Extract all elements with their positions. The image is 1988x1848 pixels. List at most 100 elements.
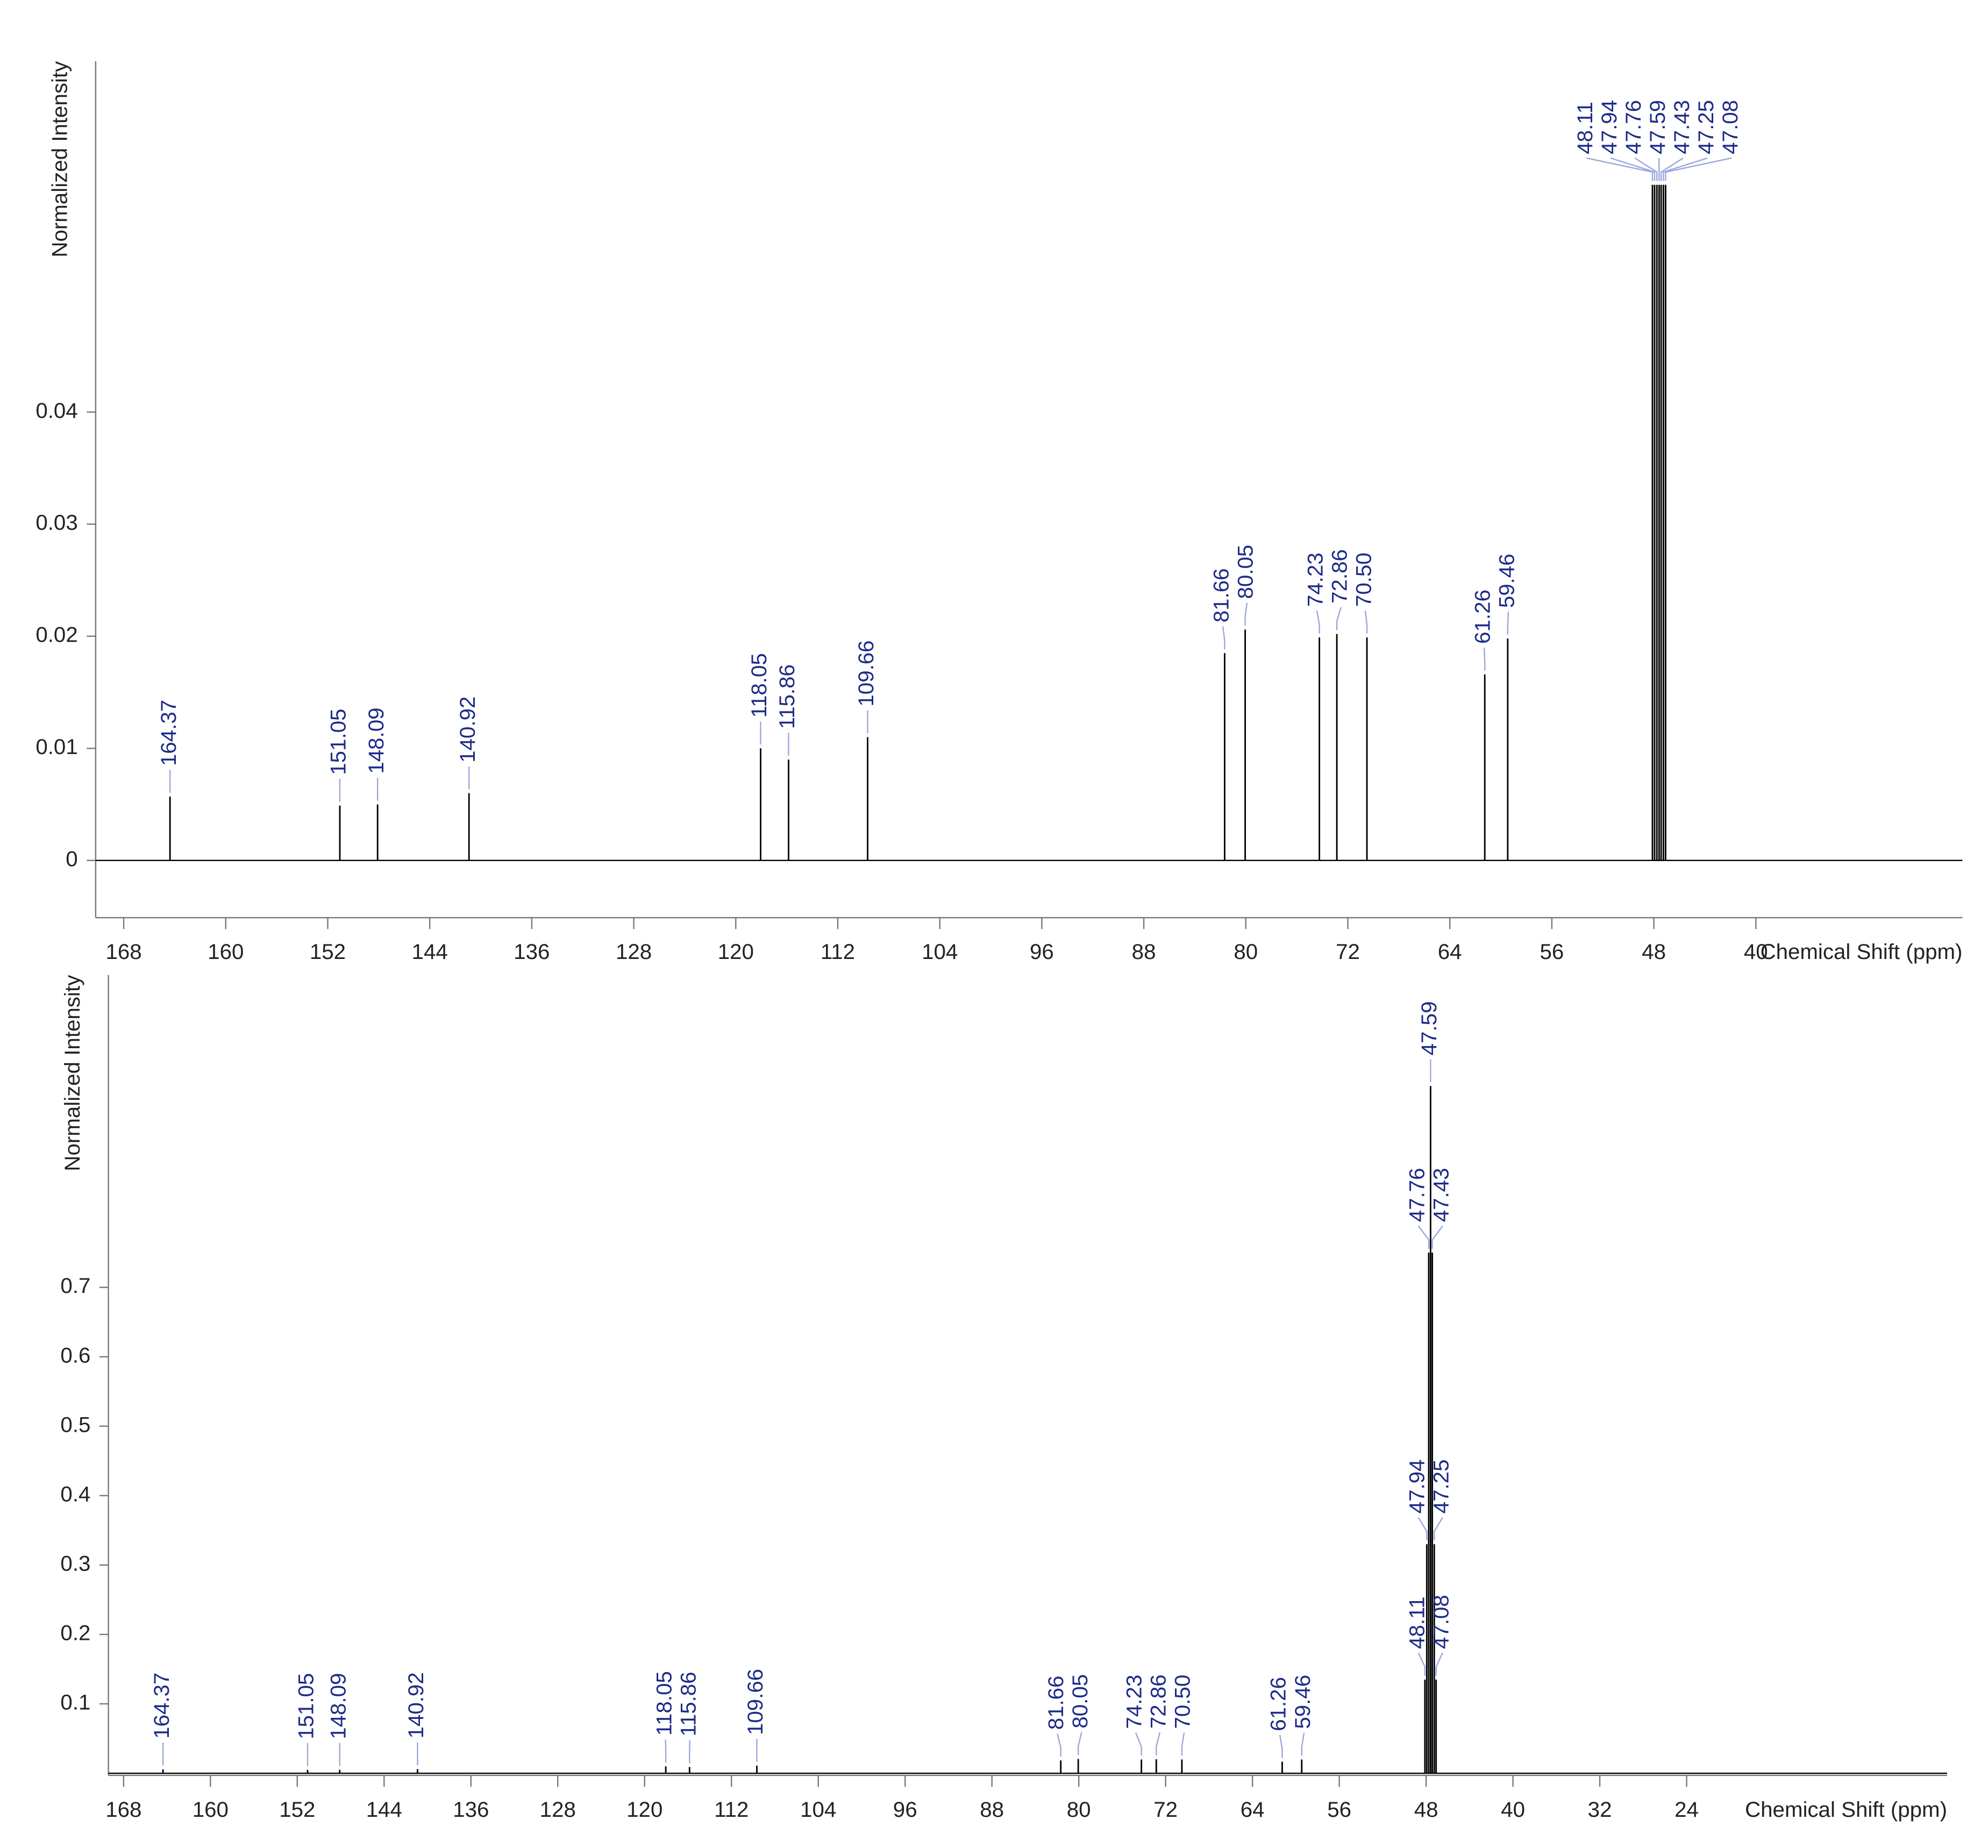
label-connector [1586, 157, 1654, 181]
peak-label: 74.23 [1122, 1675, 1146, 1729]
x-tick-label: 112 [821, 940, 855, 964]
y-tick-label: 0.02 [35, 623, 77, 647]
peak-label: 148.09 [364, 708, 388, 774]
x-tick-label: 136 [453, 1797, 489, 1822]
peak-label: 47.59 [1417, 1001, 1441, 1056]
peak-label: 151.05 [294, 1673, 318, 1739]
peaks [169, 184, 1666, 861]
label-connector [1634, 157, 1658, 181]
peak-label: 80.05 [1234, 545, 1258, 599]
peak-label: 140.92 [404, 1672, 428, 1738]
x-tick-label: 48 [1414, 1797, 1438, 1822]
y-tick-label: 0.4 [60, 1482, 90, 1506]
label-connector [1279, 1735, 1283, 1758]
x-tick-label: 96 [1030, 940, 1054, 964]
label-connector [1156, 1732, 1161, 1755]
x-tick-label: 152 [279, 1797, 315, 1822]
label-connector [1417, 1652, 1426, 1676]
peak-label: 47.43 [1670, 100, 1694, 154]
x-tick-label: 80 [1067, 1797, 1091, 1822]
x-tick-label: 72 [1153, 1797, 1178, 1822]
label-connector [1336, 607, 1342, 630]
x-tick-label: 88 [980, 1797, 1004, 1822]
peak-label: 47.25 [1694, 100, 1718, 154]
x-tick-label: 128 [616, 940, 652, 964]
label-connector [1135, 1732, 1142, 1756]
peak-label: 140.92 [455, 696, 480, 763]
x-tick-label: 128 [540, 1797, 576, 1822]
x-tick-label: 152 [310, 940, 346, 964]
peak-label: 151.05 [326, 709, 351, 775]
x-tick-label: 104 [922, 940, 958, 964]
x-tick-label: 24 [1675, 1797, 1699, 1822]
y-axis-title: Normalized Intensity [48, 61, 72, 258]
peak-label: 115.86 [676, 1672, 700, 1736]
x-tick-label: 104 [800, 1797, 836, 1822]
x-tick-label: 136 [514, 940, 550, 964]
x-tick-label: 72 [1336, 940, 1360, 964]
x-tick-label: 160 [193, 1797, 229, 1822]
peak-label: 115.86 [775, 664, 799, 729]
x-tick-label: 112 [714, 1797, 749, 1822]
peak-label: 47.08 [1429, 1595, 1453, 1649]
label-connector [1434, 1517, 1443, 1541]
peak-label: 164.37 [149, 1673, 174, 1739]
x-tick-label: 120 [626, 1797, 662, 1822]
y-axis-title: Normalized Intensity [60, 975, 84, 1171]
peak-label: 80.05 [1068, 1674, 1092, 1729]
peak-label: 61.26 [1266, 1677, 1291, 1731]
x-tick-label: 80 [1234, 940, 1258, 964]
label-connector [1610, 157, 1656, 181]
peak-label: 118.05 [747, 653, 771, 717]
peak-label: 59.46 [1291, 1675, 1315, 1729]
x-tick-label: 64 [1241, 1797, 1265, 1822]
peak-label: 72.86 [1146, 1674, 1171, 1729]
label-connector [1244, 602, 1248, 626]
y-tick-label: 0.3 [60, 1551, 90, 1575]
x-axis-title: Chemical Shift (ppm) [1745, 1797, 1947, 1822]
x-tick-label: 168 [105, 1797, 141, 1822]
label-connector [1301, 1732, 1305, 1756]
peak-label: 72.86 [1328, 549, 1352, 603]
x-tick-label: 88 [1132, 940, 1156, 964]
x-tick-label: 48 [1642, 940, 1666, 964]
label-connector [1431, 1225, 1443, 1249]
x-tick-label: 168 [105, 940, 141, 964]
peak-label: 48.11 [1405, 1596, 1429, 1649]
y-tick-label: 0 [66, 847, 77, 871]
peak-label: 70.50 [1171, 1675, 1195, 1729]
label-connector [1417, 1225, 1430, 1249]
peak-label: 47.76 [1621, 100, 1645, 154]
label-connector [1181, 1732, 1185, 1756]
y-tick-label: 0.01 [35, 735, 77, 759]
y-tick-label: 0.04 [35, 399, 77, 423]
peak-label: 109.66 [743, 1669, 767, 1735]
x-tick-label: 56 [1327, 1797, 1351, 1822]
peak-label: 118.05 [652, 1671, 676, 1736]
label-connector [1483, 648, 1486, 671]
peaks [162, 1086, 1437, 1774]
y-tick-label: 0.6 [60, 1343, 90, 1367]
label-connector [1077, 1732, 1082, 1755]
x-tick-label: 32 [1588, 1797, 1612, 1822]
peak-label: 148.09 [326, 1673, 350, 1739]
x-axis-title: Chemical Shift (ppm) [1761, 940, 1963, 964]
x-tick-label: 64 [1438, 940, 1462, 964]
y-tick-label: 0.2 [60, 1621, 90, 1645]
x-tick-label: 144 [366, 1797, 402, 1822]
x-tick-label: 120 [718, 940, 754, 964]
peak-label: 109.66 [854, 641, 878, 707]
x-tick-label: 144 [412, 940, 448, 964]
label-connector [1660, 157, 1684, 181]
label-connector [1417, 1517, 1428, 1541]
label-connector [1665, 157, 1732, 181]
peak-label: 47.25 [1429, 1459, 1453, 1513]
peak-label: 59.46 [1495, 554, 1519, 608]
x-tick-label: 96 [893, 1797, 917, 1822]
peak-label: 74.23 [1303, 552, 1328, 607]
y-tick-label: 0.03 [35, 510, 77, 535]
x-tick-label: 40 [1744, 940, 1768, 964]
x-tick-label: 56 [1540, 940, 1564, 964]
